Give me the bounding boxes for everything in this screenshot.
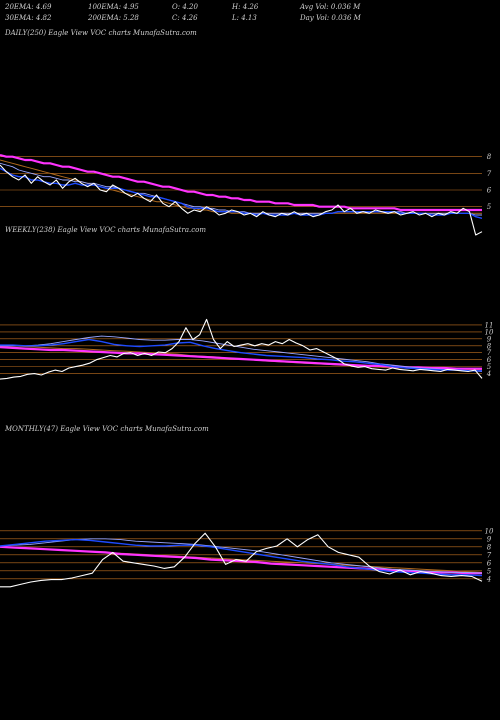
y-tick-label: 7 <box>487 349 492 357</box>
y-tick-label: 7 <box>487 551 492 559</box>
y-tick-label: 5 <box>487 567 492 575</box>
series-line-ema-short <box>0 167 483 219</box>
y-tick-label: 6 <box>487 187 492 195</box>
chart-title: MONTHLY(47) Eagle View VOC charts Munafa… <box>4 425 209 433</box>
series-line-ema-long <box>0 346 482 370</box>
stat-h: H: 4.26 <box>231 3 259 11</box>
y-tick-label: 4 <box>486 575 491 583</box>
y-tick-label: 6 <box>487 356 492 364</box>
y-tick-label: 5 <box>487 203 492 211</box>
series-line-price <box>0 318 483 380</box>
y-tick-label: 10 <box>485 328 494 336</box>
y-tick-label: 6 <box>487 559 492 567</box>
y-tick-label: 4 <box>486 370 491 378</box>
series-line-ema-mid <box>0 335 483 372</box>
stat-c: C: 4.26 <box>172 14 198 22</box>
series-line-price <box>0 532 483 588</box>
chart-title: DAILY(250) Eagle View VOC charts MunafaS… <box>4 29 197 37</box>
stats-header: 20EMA: 4.69 100EMA: 4.95 O: 4.20 H: 4.26 Avg… <box>4 3 362 22</box>
stat-dayvol: Day Vol: 0.036 M <box>299 14 362 22</box>
chart-title: WEEKLY(238) Eagle View VOC charts Munafa… <box>5 226 206 234</box>
y-tick-label: 11 <box>485 321 494 329</box>
stat-20ema: 20EMA: 4.69 <box>4 3 52 11</box>
series-line-ema-long <box>0 153 482 212</box>
series-line-ema-short <box>0 338 482 372</box>
y-tick-label: 8 <box>487 153 492 161</box>
y-tick-label: 8 <box>487 543 492 551</box>
chart-panel-2: MONTHLY(47) Eagle View VOC charts Munafa… <box>0 425 494 588</box>
y-tick-label: 9 <box>487 535 492 543</box>
series-line-price <box>0 164 483 236</box>
stat-100ema: 100EMA: 4.95 <box>88 3 139 11</box>
chart-panels: DAILY(250) Eagle View VOC charts MunafaS… <box>0 29 494 588</box>
stat-l: L: 4.13 <box>231 14 257 22</box>
stat-o: O: 4.20 <box>172 3 198 11</box>
y-tick-label: 7 <box>487 170 492 178</box>
y-tick-label: 9 <box>487 335 492 343</box>
y-tick-label: 5 <box>487 363 492 371</box>
chart-panel-0: DAILY(250) Eagle View VOC charts MunafaS… <box>0 29 492 236</box>
y-tick-label: 10 <box>485 527 494 535</box>
chart-panel-1: WEEKLY(238) Eagle View VOC charts Munafa… <box>0 226 494 380</box>
stat-avgvol: Avg Vol: 0.036 M <box>299 3 361 11</box>
stat-30ema: 30EMA: 4.82 <box>5 14 52 22</box>
stat-200ema: 200EMA: 5.28 <box>87 14 139 22</box>
series-line-ema-mid <box>0 538 483 574</box>
series-line-ema-short <box>0 538 483 577</box>
y-tick-label: 8 <box>487 342 492 350</box>
series-line-ema-mid <box>0 162 482 216</box>
